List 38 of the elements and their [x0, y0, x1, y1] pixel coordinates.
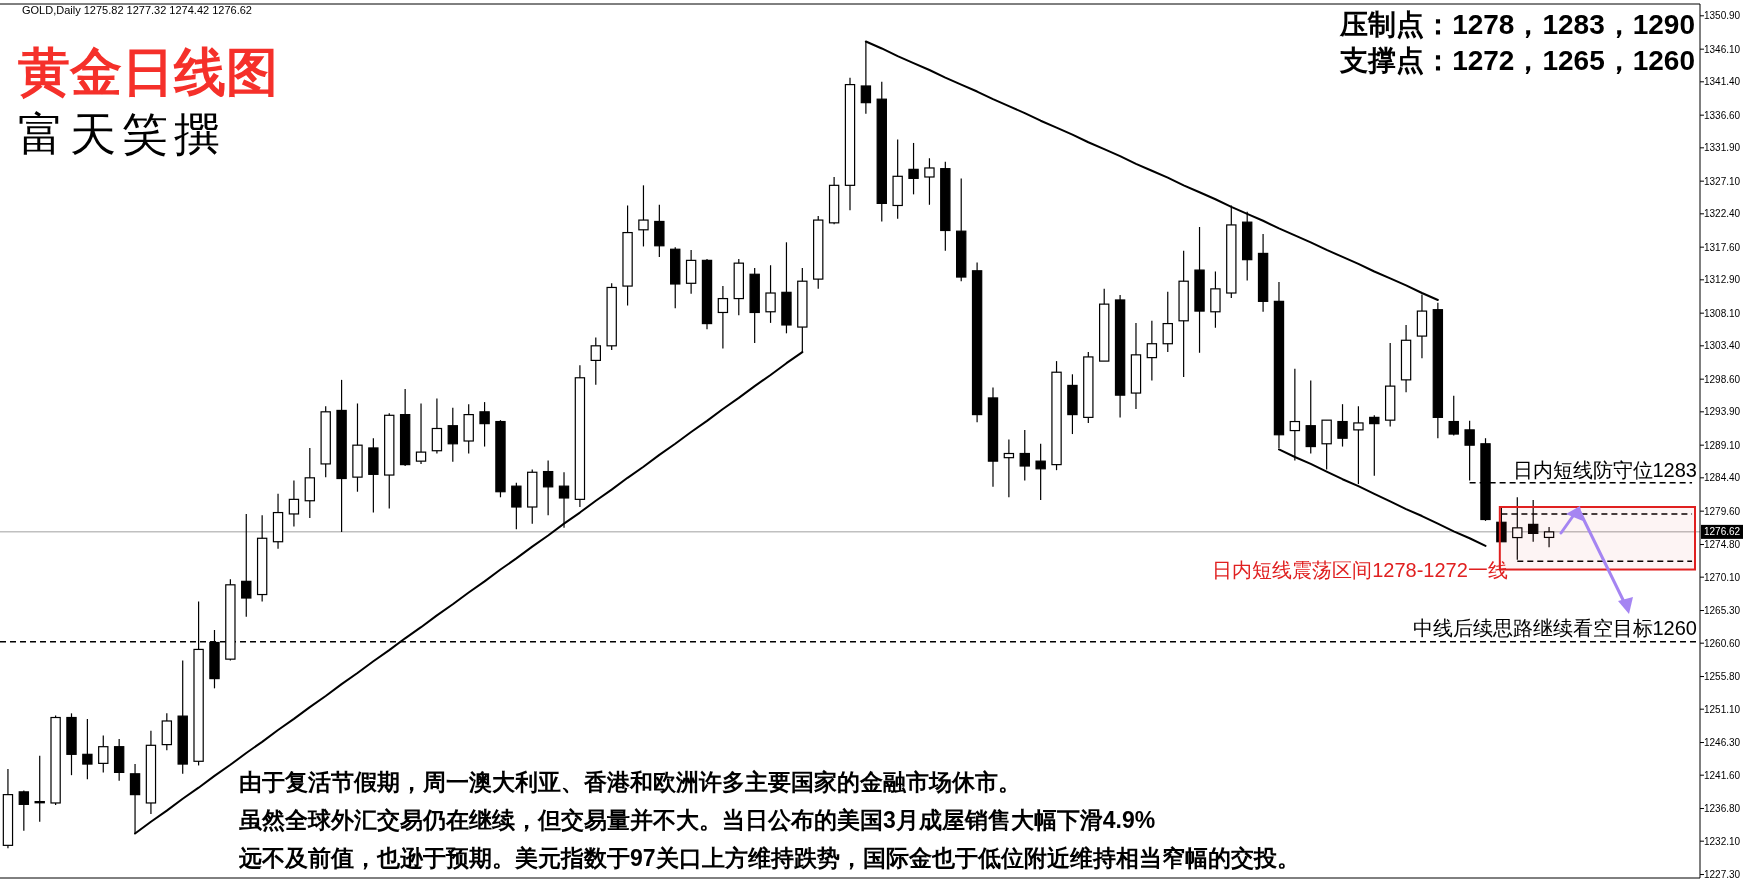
y-tick-label: 1327.10: [1704, 175, 1741, 187]
y-tick-label: 1241.60: [1704, 769, 1741, 781]
y-tick-label: 1255.80: [1704, 671, 1741, 683]
annotation: 日内短线防守位1283: [1512, 458, 1697, 481]
y-tick-label: 1308.10: [1704, 307, 1741, 319]
y-tick-label: 1232.10: [1704, 835, 1741, 847]
ref-line-label: 1276.62: [1704, 526, 1741, 538]
annotation: 由于复活节假期，周一澳大利亚、香港和欧洲许多主要国家的金融市场休市。: [239, 769, 1021, 795]
y-tick-label: 1251.10: [1704, 703, 1741, 715]
text: 富天笑撰: [18, 107, 226, 161]
y-tick-label: 1265.30: [1704, 605, 1741, 617]
y-tick-label: 1270.10: [1704, 571, 1741, 583]
y-tick-label: 1236.80: [1704, 803, 1741, 815]
y-tick-label: 1284.40: [1704, 472, 1741, 484]
y-tick-label: 1298.60: [1704, 373, 1741, 385]
y-tick-label: 1322.40: [1704, 208, 1741, 220]
y-tick-label: 1331.90: [1704, 142, 1741, 154]
annotation: 支撑点：1272，1265，1260: [1339, 45, 1695, 76]
y-tick-label: 1279.60: [1704, 505, 1741, 517]
y-tick-label: 1346.10: [1704, 43, 1741, 55]
annotation: 压制点：1278，1283，1290: [1339, 9, 1695, 40]
annotation: 远不及前值，也逊于预期。美元指数于97关口上方维持跌势，国际金也于低位附近维持相当窄幅的交投。: [238, 845, 1300, 871]
y-tick-label: 1260.60: [1704, 637, 1741, 649]
y-tick-label: 1341.40: [1704, 76, 1741, 88]
ref-line-label: 中线后续思路继续看空目标1260: [1412, 616, 1697, 639]
annotation: GOLD,Daily 1275.82 1277.32 1274.42 1276.62: [22, 4, 252, 16]
y-tick-label: 1303.40: [1704, 340, 1741, 352]
y-tick-label: 1336.60: [1704, 109, 1741, 121]
y-tick-label: 1293.90: [1704, 406, 1741, 418]
y-tick-label: 1289.10: [1704, 439, 1741, 451]
y-tick-label: 1317.60: [1704, 241, 1741, 253]
y-tick-label: 1274.80: [1704, 539, 1741, 551]
y-tick-label: 1246.30: [1704, 737, 1741, 749]
y-tick-label: 1227.30: [1704, 869, 1741, 881]
y-tick-label: 1350.90: [1704, 10, 1741, 22]
y-tick-label: 1312.90: [1704, 274, 1741, 286]
annotation: 虽然全球外汇交易仍在继续，但交易量并不大。当日公布的美国3月成屋销售大幅下滑4.9%: [238, 807, 1156, 833]
text: 黄金日线图: [18, 43, 278, 101]
